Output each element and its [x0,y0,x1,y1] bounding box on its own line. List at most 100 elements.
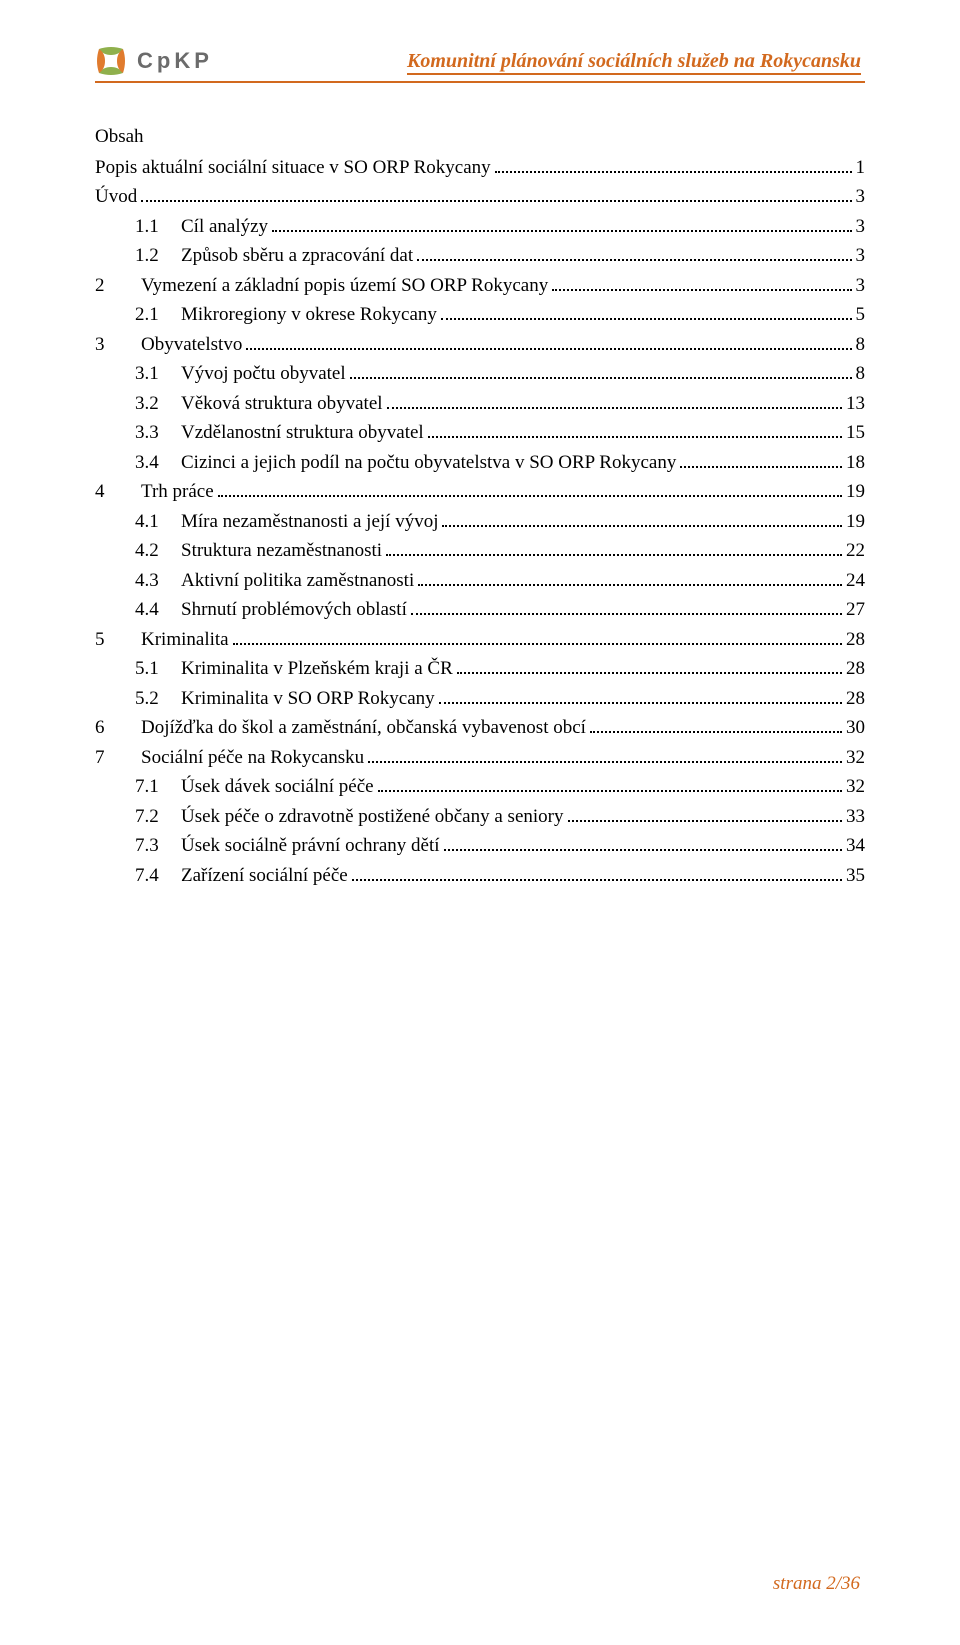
toc-number: 4.3 [135,567,181,596]
toc-page: 1 [856,154,866,183]
toc-row: 5.2Kriminalita v SO ORP Rokycany 28 [95,685,865,714]
toc-leader-dots [495,157,852,172]
toc-row: 7Sociální péče na Rokycansku 32 [95,744,865,773]
toc-leader-dots [590,718,842,733]
toc-row: 2Vymezení a základní popis území SO ORP … [95,272,865,301]
toc-label: Úvod [95,183,137,212]
toc-row: 3.4Cizinci a jejich podíl na počtu obyva… [95,449,865,478]
toc-label: Trh práce [141,478,214,507]
toc-label: Zařízení sociální péče [181,862,348,891]
toc-page: 34 [846,832,865,861]
toc-leader-dots [680,452,842,467]
toc-leader-dots [418,570,842,585]
toc-leader-dots [441,305,852,320]
toc-label: Úsek péče o zdravotně postižené občany a… [181,803,564,832]
toc-number: 3.2 [135,390,181,419]
toc-leader-dots [568,806,843,821]
toc-leader-dots [411,600,842,615]
toc-label: Vzdělanostní struktura obyvatel [181,419,424,448]
toc-label: Úsek sociálně právní ochrany dětí [181,832,440,861]
toc-page: 3 [856,213,866,242]
toc-leader-dots [141,187,851,202]
toc-label: Cizinci a jejich podíl na počtu obyvatel… [181,449,676,478]
toc-row: 3Obyvatelstvo 8 [95,331,865,360]
toc-page: 3 [856,242,866,271]
toc-leader-dots [439,688,842,703]
toc-page: 3 [856,272,866,301]
header-divider [95,81,865,83]
toc-row: 4Trh práce 19 [95,478,865,507]
toc-number: 4.4 [135,596,181,625]
toc-row: 1.1Cíl analýzy 3 [95,213,865,242]
toc-label: Cíl analýzy [181,213,268,242]
toc-row: 3.1Vývoj počtu obyvatel 8 [95,360,865,389]
toc-row: 4.4Shrnutí problémových oblastí 27 [95,596,865,625]
toc-row: 4.1Míra nezaměstnanosti a její vývoj 19 [95,508,865,537]
toc-page: 28 [846,655,865,684]
toc-leader-dots [417,246,851,261]
toc-row: Úvod 3 [95,183,865,212]
toc-row: 3.3Vzdělanostní struktura obyvatel 15 [95,419,865,448]
toc-number: 3 [95,331,141,360]
toc-number: 7.4 [135,862,181,891]
toc-label: Kriminalita v Plzeňském kraji a ČR [181,655,453,684]
toc-number: 5 [95,626,141,655]
toc-number: 4.1 [135,508,181,537]
toc-label: Struktura nezaměstnanosti [181,537,382,566]
toc-list: Popis aktuální sociální situace v SO ORP… [95,154,865,891]
toc-label: Vývoj počtu obyvatel [181,360,346,389]
toc-row: 5Kriminalita 28 [95,626,865,655]
toc-number: 3.1 [135,360,181,389]
header: CpKP Komunitní plánování sociálních služ… [95,45,865,83]
toc-label: Obyvatelstvo [141,331,242,360]
toc-label: Vymezení a základní popis území SO ORP R… [141,272,548,301]
toc-page: 28 [846,685,865,714]
toc-leader-dots [387,393,842,408]
toc-leader-dots [218,482,842,497]
toc-number: 3.3 [135,419,181,448]
toc-label: Aktivní politika zaměstnanosti [181,567,414,596]
toc-page: 33 [846,803,865,832]
toc-page: 35 [846,862,865,891]
toc-page: 19 [846,508,865,537]
toc-page: 8 [856,360,866,389]
toc-leader-dots [246,334,851,349]
toc-number: 3.4 [135,449,181,478]
toc-label: Mikroregiony v okrese Rokycany [181,301,437,330]
toc-row: 7.4Zařízení sociální péče 35 [95,862,865,891]
toc-number: 7.3 [135,832,181,861]
toc-label: Shrnutí problémových oblastí [181,596,407,625]
toc-page: 13 [846,390,865,419]
toc-number: 7 [95,744,141,773]
toc-leader-dots [368,747,842,762]
toc-row: 1.2Způsob sběru a zpracování dat 3 [95,242,865,271]
toc-number: 5.2 [135,685,181,714]
logo-icon [95,45,127,77]
toc-row: 7.2Úsek péče o zdravotně postižené občan… [95,803,865,832]
toc-row: 4.2Struktura nezaměstnanosti 22 [95,537,865,566]
toc-label: Popis aktuální sociální situace v SO ORP… [95,154,491,183]
toc-number: 5.1 [135,655,181,684]
toc-page: 8 [856,331,866,360]
toc-number: 4 [95,478,141,507]
toc-label: Sociální péče na Rokycansku [141,744,364,773]
toc-page: 32 [846,744,865,773]
toc-leader-dots [386,541,842,556]
toc-leader-dots [272,216,851,231]
toc-label: Dojížďka do škol a zaměstnání, občanská … [141,714,586,743]
toc-number: 1.2 [135,242,181,271]
toc-leader-dots [352,865,842,880]
toc-number: 1.1 [135,213,181,242]
toc-number: 4.2 [135,537,181,566]
toc-page: 18 [846,449,865,478]
document-title: Komunitní plánování sociálních služeb na… [213,50,865,73]
toc-label: Způsob sběru a zpracování dat [181,242,413,271]
toc-heading: Obsah [95,123,865,152]
toc-row: 6Dojížďka do škol a zaměstnání, občanská… [95,714,865,743]
toc-page: 24 [846,567,865,596]
content-area: Obsah Popis aktuální sociální situace v … [95,123,865,890]
toc-label: Kriminalita [141,626,229,655]
toc-page: 22 [846,537,865,566]
toc-leader-dots [350,364,852,379]
toc-leader-dots [428,423,842,438]
